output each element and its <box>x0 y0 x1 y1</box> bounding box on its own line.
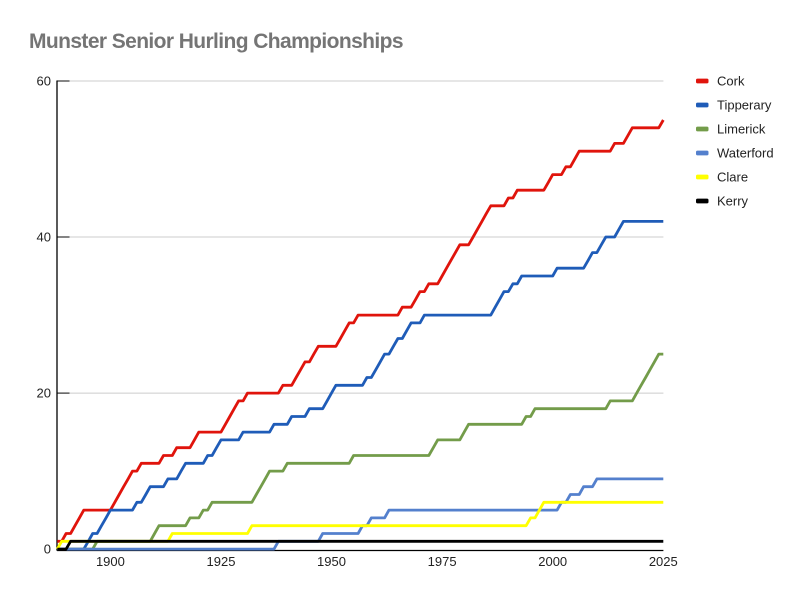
svg-text:60: 60 <box>37 74 51 89</box>
svg-text:1925: 1925 <box>207 554 236 569</box>
svg-text:Limerick: Limerick <box>717 122 766 137</box>
svg-text:1950: 1950 <box>317 554 346 569</box>
svg-text:Waterford: Waterford <box>717 146 774 161</box>
svg-text:40: 40 <box>37 230 51 245</box>
svg-text:1900: 1900 <box>96 554 125 569</box>
svg-text:Munster Senior Hurling Champio: Munster Senior Hurling Championships <box>29 30 403 53</box>
svg-text:2000: 2000 <box>538 554 567 569</box>
svg-text:Tipperary: Tipperary <box>717 98 772 113</box>
svg-text:0: 0 <box>44 542 51 557</box>
svg-text:2025: 2025 <box>649 554 678 569</box>
svg-text:Kerry: Kerry <box>717 194 749 209</box>
svg-text:1975: 1975 <box>428 554 457 569</box>
svg-text:Cork: Cork <box>717 74 745 89</box>
svg-text:20: 20 <box>37 386 51 401</box>
svg-text:Clare: Clare <box>717 170 748 185</box>
